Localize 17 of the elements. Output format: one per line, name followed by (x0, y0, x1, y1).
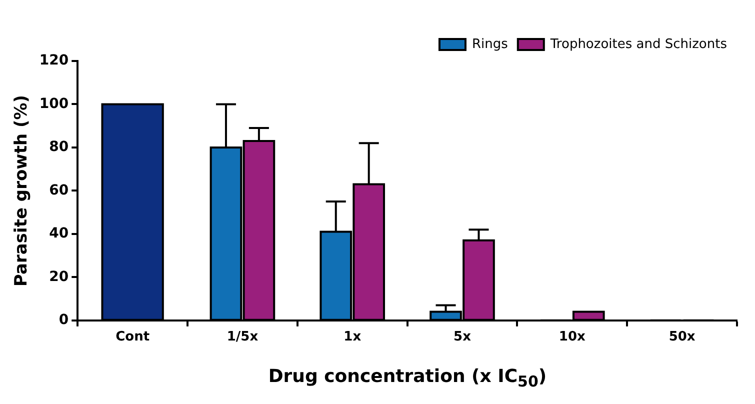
x-tick-label: 50x (668, 330, 696, 345)
legend-label: Rings (472, 36, 508, 52)
x-tick-label: Cont (116, 330, 150, 345)
y-tick-label: 20 (49, 268, 69, 285)
y-tick-label: 40 (49, 226, 69, 242)
x-tick-label: 10x (558, 330, 586, 345)
y-tick-label: 100 (39, 96, 69, 112)
legend-label: Trophozoites and Schizonts (549, 36, 728, 52)
x-tick-label: 1x (344, 330, 362, 345)
x-tick-label: 5x (454, 330, 472, 345)
x-tick-label: 1/5x (226, 330, 259, 345)
y-tick-label: 80 (49, 139, 69, 156)
y-axis-title: Parasite growth (%) (12, 94, 32, 286)
x-axis-title: Drug concentration (x IC$_{50}$) (267, 366, 548, 391)
y-tick-label: 60 (49, 182, 69, 198)
y-tick-label: 120 (39, 52, 69, 69)
y-tick-label: 0 (58, 312, 69, 328)
